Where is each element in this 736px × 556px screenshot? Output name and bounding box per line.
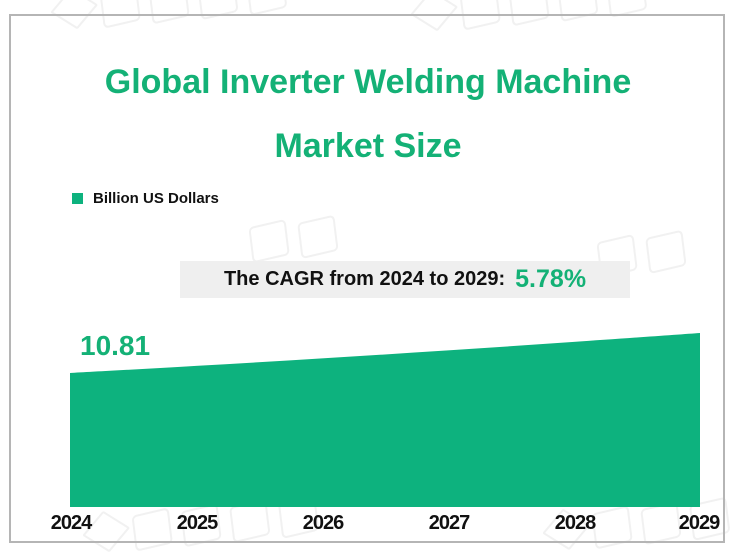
x-tick-2029: 2029 (678, 512, 720, 534)
data-label-2024: 10.81 (80, 330, 151, 361)
x-tick-2027: 2027 (428, 512, 470, 534)
legend-swatch-icon (72, 193, 83, 204)
x-axis: 2024 2025 2026 2027 2028 2029 (0, 512, 736, 536)
chart-title-line1: Global Inverter Welding Machine (104, 63, 632, 101)
x-tick-2026: 2026 (302, 512, 344, 534)
x-tick-2028: 2028 (554, 512, 596, 534)
area-series-billion-us-dollars (70, 333, 700, 507)
cagr-label: The CAGR from 2024 to 2029: (223, 268, 506, 290)
cagr-banner: The CAGR from 2024 to 2029: 5.78% (180, 261, 630, 298)
x-tick-2025: 2025 (176, 512, 218, 534)
cagr-value: 5.78% (515, 265, 587, 293)
x-tick-2024: 2024 (50, 512, 92, 534)
legend-label: Billion US Dollars (93, 190, 219, 207)
chart-title: Global Inverter Welding Machine Market S… (0, 50, 736, 178)
legend: Billion US Dollars (72, 190, 219, 207)
chart-title-line2: Market Size (274, 127, 462, 165)
